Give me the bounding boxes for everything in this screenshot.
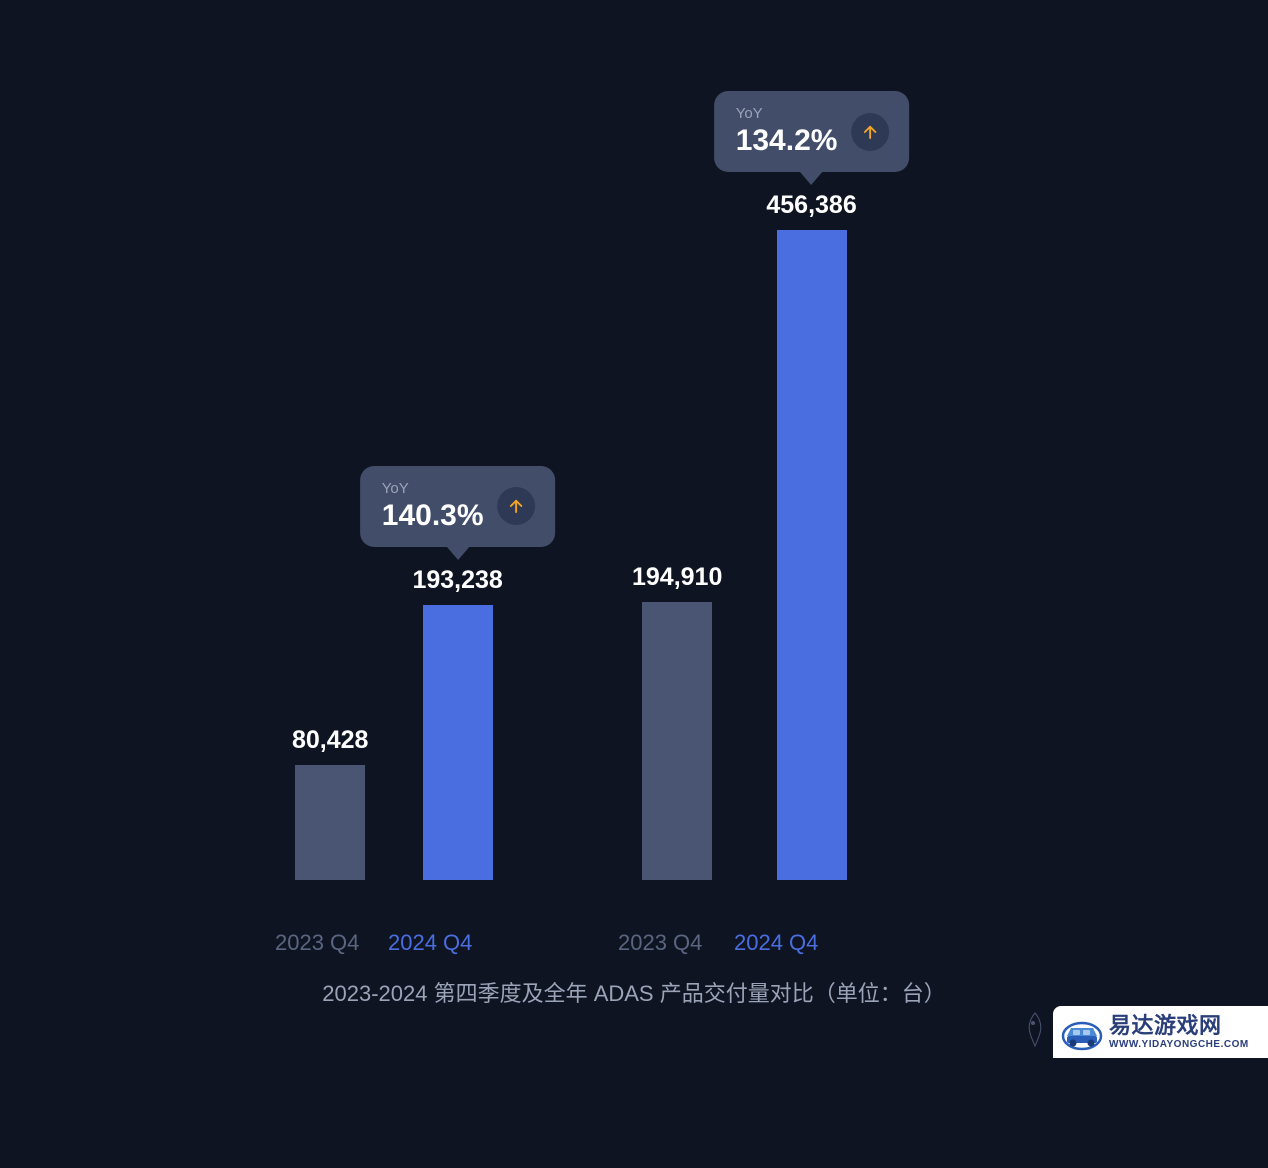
- axis-label: 2024 Q4: [388, 930, 472, 956]
- yoy-tooltip: YoY 140.3%: [360, 466, 556, 547]
- yoy-tooltip: YoY 134.2%: [714, 91, 910, 172]
- bar-wrapper-2023-q4-b: 194,910: [632, 563, 722, 880]
- fish-icon: [1020, 1011, 1050, 1053]
- axis-label: 2024 Q4: [734, 930, 818, 956]
- tooltip-label: YoY: [736, 105, 838, 122]
- watermark-text: 易达游戏网 WWW.YIDAYONGCHE.COM: [1109, 1014, 1249, 1049]
- axis-label: 2023 Q4: [275, 930, 359, 956]
- chart-caption: 2023-2024 第四季度及全年 ADAS 产品交付量对比（单位：台）: [322, 976, 945, 1008]
- tooltip-value: 140.3%: [382, 499, 484, 533]
- car-logo-icon: [1061, 1012, 1103, 1052]
- chart-plot-area: 80,428 YoY 140.3%: [260, 75, 860, 880]
- bar-wrapper-2024-q4-b: YoY 134.2% 456,386: [766, 191, 856, 880]
- bar-2023-q4-a: [295, 765, 365, 880]
- watermark: 易达游戏网 WWW.YIDAYONGCHE.COM: [1053, 1006, 1268, 1058]
- bar-value: 193,238: [412, 566, 502, 595]
- tooltip-text: YoY 140.3%: [382, 480, 484, 533]
- bar-value: 194,910: [632, 563, 722, 592]
- tooltip-label: YoY: [382, 480, 484, 497]
- bar-2024-q4-b: [777, 230, 847, 880]
- tooltip-value: 134.2%: [736, 124, 838, 158]
- arrow-up-icon: [498, 487, 536, 525]
- watermark-url: WWW.YIDAYONGCHE.COM: [1109, 1039, 1249, 1050]
- axis-label: 2023 Q4: [618, 930, 702, 956]
- bar-group-full-year: 194,910 YoY 134.2%: [632, 191, 857, 880]
- chart-container: 80,428 YoY 140.3%: [0, 0, 1268, 1168]
- bar-2024-q4-a: [423, 605, 493, 880]
- bar-wrapper-2023-q4-a: 80,428: [292, 726, 368, 880]
- bar-value: 80,428: [292, 726, 368, 755]
- arrow-up-icon: [851, 113, 889, 151]
- tooltip-text: YoY 134.2%: [736, 105, 838, 158]
- bar-value: 456,386: [766, 191, 856, 220]
- bar-2023-q4-b: [642, 602, 712, 880]
- watermark-title: 易达游戏网: [1109, 1014, 1249, 1038]
- bar-wrapper-2024-q4-a: YoY 140.3% 193,238: [412, 566, 502, 880]
- bar-group-q4: 80,428 YoY 140.3%: [292, 566, 503, 880]
